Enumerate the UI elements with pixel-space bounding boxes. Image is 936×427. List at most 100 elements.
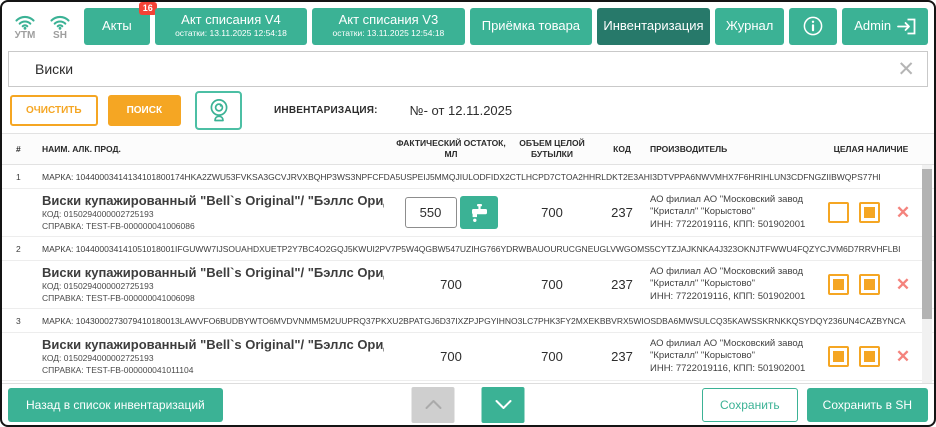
table-header: # НАИМ. АЛК. ПРОД. ФАКТИЧЕСКИЙ ОСТАТОК, … [2, 133, 934, 165]
product-name: Виски купажированный "Bell`s Original"/ … [42, 265, 384, 281]
bottle-volume: 700 [541, 277, 563, 292]
mark-row: 2 МАРКА: 104400034141051018001IFGUWW7IJS… [2, 237, 934, 261]
sh-label: SH [53, 29, 67, 41]
producer-inn: ИНН: 7722019116, КПП: 501902001 [650, 290, 806, 302]
save-to-sh-button[interactable]: Сохранить в SH [806, 387, 928, 422]
nav-inventory-button[interactable]: Инвентаризация [597, 7, 710, 45]
back-to-inventory-list-button[interactable]: Назад в список инвентаризаций [8, 387, 223, 422]
nav-writeoff-v3-button[interactable]: Акт списания V3 остатки: 13.11.2025 12:5… [312, 7, 465, 45]
connection-status: УТМ SH [12, 12, 73, 41]
utm-label: УТМ [14, 29, 36, 41]
nav-writeoff-v4-subtitle: остатки: 13.11.2025 12:54:18 [175, 28, 287, 39]
search-button[interactable]: ПОИСК [107, 94, 182, 126]
utm-status: УТМ [12, 12, 38, 41]
inventory-label: ИНВЕНТАРИЗАЦИЯ: [274, 104, 378, 116]
pour-tap-button[interactable] [459, 196, 498, 229]
presence-checkbox[interactable] [859, 274, 880, 295]
product-kod: КОД: 0150294000002725193 [42, 209, 154, 220]
wifi-icon [50, 15, 70, 30]
chevron-down-icon [495, 400, 511, 409]
scrollbar-thumb[interactable] [922, 169, 932, 319]
fact-remainder-input[interactable] [404, 197, 457, 228]
product-code: 237 [611, 349, 633, 364]
wifi-icon [15, 15, 35, 30]
fact-remainder: 700 [440, 349, 462, 364]
producer-inn: ИНН: 7722019116, КПП: 501902001 [650, 362, 806, 374]
acts-count-badge: 16 [138, 2, 157, 15]
header-num: # [16, 144, 21, 154]
scroll-up-button[interactable] [411, 386, 455, 423]
product-code: 237 [611, 277, 633, 292]
info-icon [804, 16, 823, 36]
fact-remainder: 700 [440, 277, 462, 292]
logout-icon [897, 18, 916, 34]
whole-checkbox[interactable] [828, 274, 849, 295]
bottle-volume: 700 [541, 349, 563, 364]
row-number: 1 [16, 171, 21, 182]
nav-writeoff-v4-button[interactable]: Акт списания V4 остатки: 13.11.2025 12:5… [154, 7, 308, 45]
scroll-buttons [411, 386, 525, 423]
header-volume: ОБЪЕМ ЦЕЛОЙ БУТЫЛКИ [519, 138, 585, 159]
producer-name: АО филиал АО "Московский завод "Кристалл… [650, 337, 804, 362]
webcam-icon [210, 99, 227, 122]
clear-button[interactable]: ОЧИСТИТЬ [10, 94, 98, 126]
nav-writeoff-v4-title: Акт списания V4 [181, 12, 281, 28]
header-code: КОД [613, 144, 631, 154]
header-name: НАИМ. АЛК. ПРОД. [42, 144, 121, 154]
mark-code: МАРКА: 1043000273079410180013LAWVFO6BUDB… [42, 315, 906, 326]
product-kod: КОД: 0150294000002725193 [42, 281, 154, 292]
nav-receiving-button[interactable]: Приёмка товара [469, 7, 593, 45]
whole-checkbox[interactable] [828, 346, 849, 367]
product-code: 237 [611, 205, 633, 220]
product-spravka: СПРАВКА: TEST-FB-000000041006086 [42, 220, 195, 231]
nav-journal-label: Журнал [725, 17, 774, 33]
producer-inn: ИНН: 7722019116, КПП: 501902001 [650, 218, 806, 230]
row-number: 3 [16, 315, 21, 326]
delete-row-icon[interactable]: ✕ [895, 274, 911, 294]
whole-checkbox[interactable] [828, 202, 849, 223]
product-name: Виски купажированный "Bell`s Original"/ … [42, 193, 384, 209]
table-row: Виски купажированный "Bell`s Original"/ … [2, 261, 934, 309]
chevron-up-icon [425, 400, 441, 409]
producer-name: АО филиал АО "Московский завод "Кристалл… [650, 193, 804, 218]
top-navigation-bar: УТМ SH Акты 16 Акт списания V4 остатки: … [2, 2, 934, 50]
mark-code: МАРКА: 10440003414134101800174HKA2ZWU53F… [42, 171, 881, 182]
bottle-volume: 700 [541, 205, 563, 220]
table-body: 1 МАРКА: 10440003414134101800174HKA2ZWU5… [2, 165, 934, 383]
table-row: Виски купажированный "Bell`s Original"/ … [2, 333, 934, 381]
inventory-number: №- от 12.11.2025 [409, 102, 513, 118]
nav-acts-label: Акты [101, 17, 132, 33]
nav-acts-button[interactable]: Акты 16 [84, 2, 157, 45]
product-kod: КОД: 0150294000002725193 [42, 353, 154, 364]
search-clear-icon[interactable]: ✕ [897, 57, 915, 81]
delete-row-icon[interactable]: ✕ [895, 202, 911, 222]
presence-checkbox[interactable] [859, 346, 880, 367]
mark-code: МАРКА: 104400034141051018001IFGUWW7IJSOU… [42, 243, 901, 254]
search-bar: ✕ [8, 51, 928, 87]
nav-journal-button[interactable]: Журнал [714, 7, 785, 45]
save-buttons: Сохранить Сохранить в SH [702, 387, 928, 422]
row-number: 2 [16, 243, 21, 254]
admin-label: Admin [854, 17, 892, 33]
nav-writeoff-v3-title: Акт списания V3 [338, 12, 439, 28]
producer-name: АО филиал АО "Московский завод "Кристалл… [650, 265, 804, 290]
toolbar: ОЧИСТИТЬ ПОИСК ИНВЕНТАРИЗАЦИЯ: №- от 12.… [2, 87, 934, 133]
presence-checkbox[interactable] [859, 202, 880, 223]
header-producer: ПРОИЗВОДИТЕЛЬ [650, 144, 728, 154]
product-spravka: СПРАВКА: TEST-FB-000000041006098 [42, 292, 195, 303]
delete-row-icon[interactable]: ✕ [895, 346, 911, 366]
footer-bar: Назад в список инвентаризаций Сохранить … [2, 383, 934, 425]
info-button[interactable] [789, 7, 838, 45]
table-row: Виски купажированный "Bell`s Original"/ … [2, 189, 934, 237]
search-input[interactable] [33, 60, 896, 78]
table-scrollbar[interactable] [922, 165, 932, 383]
scroll-down-button[interactable] [481, 386, 525, 423]
save-button[interactable]: Сохранить [702, 387, 798, 422]
mark-row: 3 МАРКА: 1043000273079410180013LAWVFO6BU… [2, 309, 934, 333]
mark-row: 1 МАРКА: 10440003414134101800174HKA2ZWU5… [2, 165, 934, 189]
nav-receiving-label: Приёмка товара [481, 17, 581, 33]
camera-scan-button[interactable] [195, 90, 243, 130]
admin-button[interactable]: Admin [842, 7, 928, 45]
nav-writeoff-v3-subtitle: остатки: 13.11.2025 12:54:18 [332, 28, 445, 39]
